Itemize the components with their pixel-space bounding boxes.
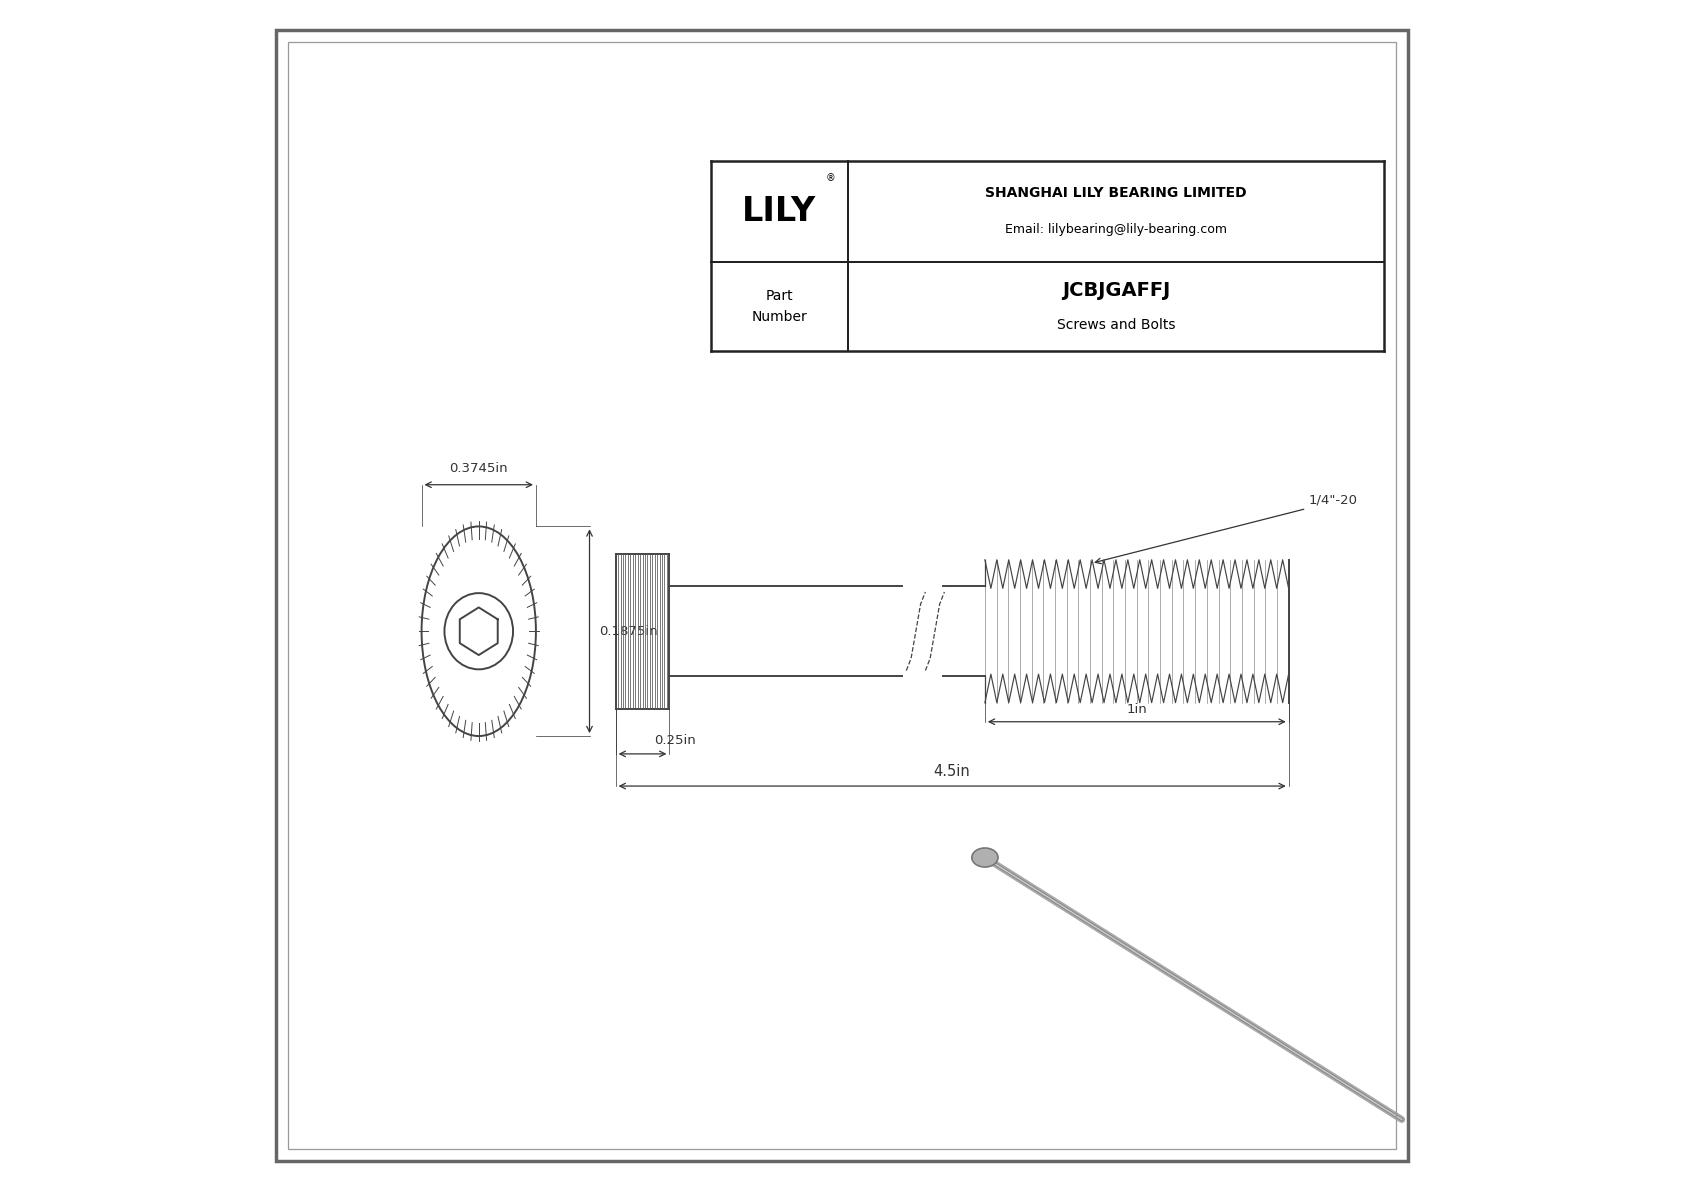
Text: 1in: 1in — [1127, 703, 1147, 716]
Ellipse shape — [972, 848, 999, 867]
Text: Email: lilybearing@lily-bearing.com: Email: lilybearing@lily-bearing.com — [1005, 223, 1228, 236]
Bar — [711, 161, 1384, 262]
Text: SHANGHAI LILY BEARING LIMITED: SHANGHAI LILY BEARING LIMITED — [985, 186, 1246, 200]
Text: 4.5in: 4.5in — [935, 763, 970, 779]
Ellipse shape — [445, 593, 514, 669]
Text: 0.1875in: 0.1875in — [600, 625, 658, 637]
Text: ®: ® — [825, 173, 835, 183]
Text: Part
Number: Part Number — [751, 289, 807, 324]
Bar — [711, 262, 1384, 351]
Text: 0.25in: 0.25in — [655, 734, 695, 747]
Text: 0.3745in: 0.3745in — [450, 462, 509, 475]
Text: JCBJGAFFJ: JCBJGAFFJ — [1063, 281, 1170, 300]
Text: 1/4"-20: 1/4"-20 — [1308, 493, 1357, 506]
Text: LILY: LILY — [743, 195, 817, 227]
Text: Screws and Bolts: Screws and Bolts — [1056, 318, 1175, 331]
Ellipse shape — [421, 526, 536, 736]
